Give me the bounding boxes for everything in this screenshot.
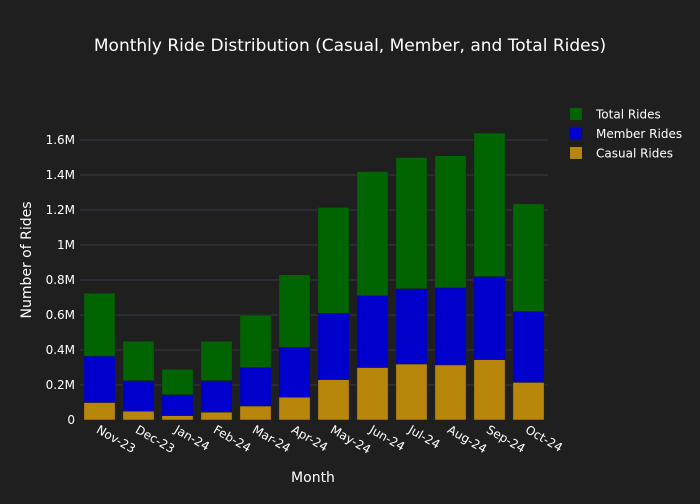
y-tick-label: 1.4M xyxy=(46,168,75,182)
y-tick-label: 0.6M xyxy=(46,308,75,322)
bar-total-rides xyxy=(356,171,389,296)
y-tick-label: 1.2M xyxy=(46,203,75,217)
bar-casual-rides xyxy=(278,397,311,421)
bar-casual-rides xyxy=(83,402,116,421)
bar-member-rides xyxy=(356,295,389,368)
bar-member-rides xyxy=(434,287,467,366)
chart-title: Monthly Ride Distribution (Casual, Membe… xyxy=(94,36,606,56)
bar-total-rides xyxy=(434,155,467,289)
bar-total-rides xyxy=(395,157,428,289)
legend-label: Member Rides xyxy=(596,127,682,141)
y-tick-label: 0 xyxy=(67,413,75,427)
bar-member-rides xyxy=(83,355,116,403)
bar-total-rides xyxy=(122,341,155,381)
bar-member-rides xyxy=(200,380,233,413)
bars xyxy=(83,132,545,421)
bar-member-rides xyxy=(512,311,545,383)
bar-total-rides xyxy=(317,207,350,314)
bar-casual-rides xyxy=(200,411,233,421)
bar-casual-rides xyxy=(434,364,467,421)
bar-member-rides xyxy=(473,276,506,360)
y-tick-label: 0.4M xyxy=(46,343,75,357)
bar-total-rides xyxy=(83,292,116,357)
bar-total-rides xyxy=(239,314,272,368)
y-axis-label: Number of Rides xyxy=(19,201,35,318)
bar-casual-rides xyxy=(122,411,155,421)
y-tick-label: 0.8M xyxy=(46,273,75,287)
bar-casual-rides xyxy=(239,405,272,421)
legend-swatch xyxy=(570,108,582,120)
bar-member-rides xyxy=(239,367,272,407)
bar-total-rides xyxy=(200,341,233,381)
bar-total-rides xyxy=(512,203,545,312)
bar-casual-rides xyxy=(512,382,545,421)
bar-member-rides xyxy=(395,288,428,365)
legend-swatch xyxy=(570,127,582,140)
bar-casual-rides xyxy=(317,379,350,421)
y-tick-label: 0.2M xyxy=(46,378,75,392)
legend: Total Rides Member Rides Casual Rides xyxy=(570,108,682,161)
bar-casual-rides xyxy=(395,363,428,421)
grid-lines xyxy=(80,139,548,386)
bar-member-rides xyxy=(161,394,194,416)
bar-casual-rides xyxy=(356,367,389,421)
y-axis-ticks: 0 0.2M 0.4M 0.6M 0.8M 1M 1.2M 1.4M 1.6M xyxy=(46,133,75,427)
bar-casual-rides xyxy=(161,415,194,421)
bar-total-rides xyxy=(473,132,506,277)
legend-label: Casual Rides xyxy=(596,147,673,161)
x-axis-label: Month xyxy=(291,470,335,486)
bar-casual-rides xyxy=(473,359,506,421)
y-tick-label: 1M xyxy=(57,238,75,252)
bar-member-rides xyxy=(278,347,311,398)
y-tick-label: 1.6M xyxy=(46,133,75,147)
bar-member-rides xyxy=(122,380,155,412)
legend-swatch xyxy=(570,147,582,159)
bar-member-rides xyxy=(317,313,350,380)
legend-label: Total Rides xyxy=(595,108,661,122)
bar-total-rides xyxy=(278,274,311,348)
bar-total-rides xyxy=(161,369,194,395)
